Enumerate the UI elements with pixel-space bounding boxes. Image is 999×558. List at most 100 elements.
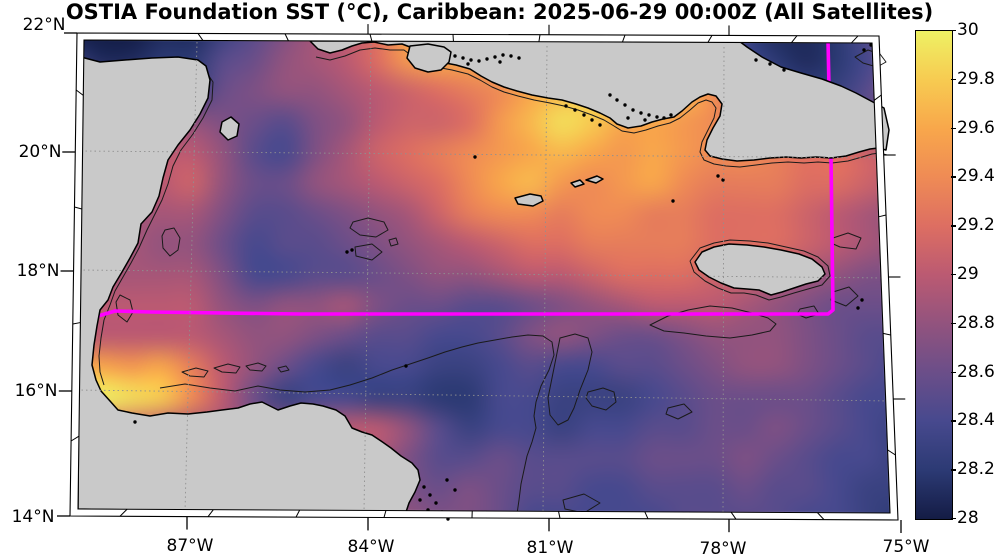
- bathymetry-contour: [562, 493, 601, 514]
- colorbar-tick-label: 29.4: [957, 166, 995, 187]
- cay-dot: [418, 498, 422, 502]
- cay-dot: [445, 478, 449, 482]
- cay-dot: [461, 56, 465, 60]
- cay-dot: [768, 62, 772, 66]
- frame-divider: [295, 509, 301, 518]
- x-tick-label-87w: 87°W: [166, 536, 214, 556]
- cay-dot: [598, 123, 602, 127]
- land-isla-juventud: [406, 43, 452, 73]
- cay-dot: [477, 59, 481, 63]
- cay-dot: [493, 55, 497, 59]
- cay-dot: [856, 306, 860, 310]
- x-tick-label-81w: 81°W: [526, 538, 574, 558]
- survey-track-line: [826, 38, 831, 90]
- x-tick-label-84w: 84°W: [347, 537, 395, 557]
- cay-dot: [671, 199, 675, 203]
- bathymetry-contour: [547, 333, 593, 426]
- land-grand-cayman: [514, 193, 544, 207]
- cay-dot: [453, 54, 457, 58]
- cay-dot: [564, 104, 568, 108]
- cay-dot: [608, 93, 612, 97]
- frame-divider: [887, 449, 896, 456]
- frame-divider: [851, 35, 859, 44]
- cay-dot: [469, 58, 473, 62]
- cay-dot: [860, 298, 864, 302]
- colorbar: [915, 30, 953, 520]
- colorbar-tick: [951, 78, 956, 81]
- colorbar-tick: [951, 420, 956, 422]
- graticule-line: [363, 43, 372, 513]
- frame-divider: [707, 35, 713, 43]
- frame-divider: [284, 33, 289, 41]
- bathymetry-contour: [665, 403, 693, 420]
- cay-dot: [626, 116, 630, 120]
- cay-dot: [655, 115, 659, 119]
- graticule-line: [76, 389, 892, 402]
- land-little-cayman: [570, 179, 585, 188]
- frame-divider: [791, 35, 798, 44]
- colorbar-tick-label: 28.6: [957, 361, 995, 382]
- cay-dot: [669, 113, 673, 117]
- bathymetry-contour: [94, 65, 214, 386]
- frame-divider: [558, 511, 561, 519]
- bathymetry-contour: [689, 239, 831, 301]
- cay-dot: [350, 248, 354, 252]
- cay-dot: [498, 60, 502, 64]
- colorbar-tick-label: 29.2: [957, 215, 995, 236]
- colorbar-tick: [951, 127, 956, 129]
- land-central-america: [77, 56, 421, 516]
- cay-dot: [428, 493, 432, 497]
- cay-dot: [453, 488, 457, 492]
- bathymetry-contour: [349, 217, 389, 238]
- cay-dot: [643, 118, 647, 122]
- frame-divider: [621, 34, 626, 43]
- survey-track-line: [96, 156, 835, 318]
- frame-divider: [817, 512, 825, 520]
- cay-dot: [754, 58, 758, 62]
- frame-divider: [75, 89, 84, 96]
- cay-dot: [721, 178, 725, 182]
- colorbar-tick: [951, 225, 956, 227]
- cay-dot: [639, 111, 643, 115]
- frame-divider: [883, 332, 891, 336]
- frame-divider: [878, 214, 887, 218]
- cay-dot: [485, 57, 489, 61]
- graticule-line: [542, 45, 548, 514]
- frame-divider: [383, 510, 387, 518]
- bathymetry-contour: [159, 334, 555, 515]
- colorbar-tick-label: 28.4: [957, 410, 995, 431]
- cay-dot: [473, 155, 477, 159]
- colorbar-tick: [951, 469, 956, 471]
- cay-dot: [501, 53, 505, 57]
- land-cozumel: [219, 116, 240, 141]
- colorbar-tick-label: 28.8: [957, 312, 995, 333]
- cay-dot: [404, 364, 408, 368]
- bathymetry-contour: [649, 305, 777, 339]
- cay-dot: [615, 98, 619, 102]
- cay-dot: [647, 113, 651, 117]
- y-tick-label-16n: 16°N: [14, 381, 58, 401]
- bathymetry-contour: [830, 286, 859, 307]
- frame-divider: [70, 435, 80, 442]
- colorbar-tick-label: 30: [957, 20, 979, 40]
- cay-dot: [517, 56, 521, 60]
- bathymetry-contour: [796, 305, 820, 319]
- cay-dot: [434, 501, 438, 505]
- y-tick-label-20n: 20°N: [18, 142, 62, 162]
- cay-dot: [133, 420, 137, 424]
- y-tick-label-18n: 18°N: [16, 261, 60, 281]
- cay-dot: [631, 108, 635, 112]
- colorbar-tick-label: 29.6: [957, 117, 995, 138]
- cay-dot: [582, 113, 586, 117]
- frame-divider: [873, 94, 882, 101]
- cay-dot: [422, 485, 426, 489]
- colorbar-tick: [951, 30, 956, 32]
- cay-dot: [573, 108, 577, 112]
- frame-divider: [369, 33, 373, 42]
- frame-divider: [644, 511, 649, 519]
- bathymetry-contour: [830, 232, 862, 250]
- bathymetry-contour: [213, 363, 241, 374]
- frame-divider: [197, 33, 204, 41]
